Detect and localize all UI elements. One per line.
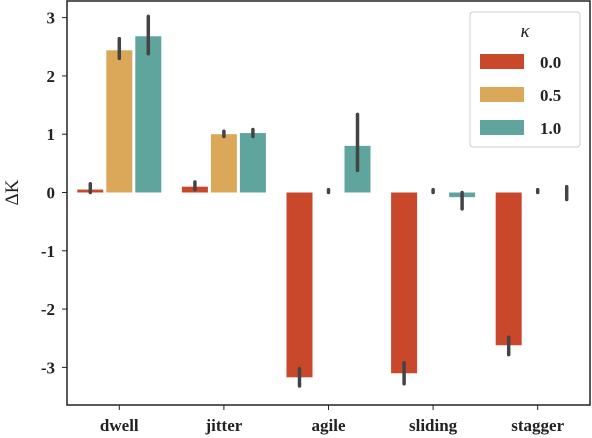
- y-tick-label: 2: [47, 67, 56, 86]
- x-tick-label: jitter: [204, 416, 242, 435]
- bar-dwell-0.5: [106, 50, 133, 193]
- x-tick-label: agile: [312, 416, 346, 435]
- y-tick-label: 1: [47, 125, 56, 144]
- bar-jitter-1.0: [239, 133, 266, 193]
- x-tick-label: sliding: [409, 416, 458, 435]
- legend-title: κ: [520, 21, 530, 42]
- legend-label-0.5: 0.5: [540, 86, 561, 105]
- bar-dwell-1.0: [135, 36, 162, 193]
- x-tick-label: dwell: [100, 416, 139, 435]
- y-axis: 3 2 1 0 -1 -2 -3: [41, 9, 67, 377]
- y-tick-label: 3: [47, 9, 56, 28]
- legend: κ 0.0 0.5 1.0: [469, 11, 581, 148]
- legend-label-1.0: 1.0: [540, 119, 561, 138]
- legend-swatch-1.0: [480, 120, 524, 135]
- y-tick-label: -2: [41, 300, 55, 319]
- bar-sliding-0.0: [391, 192, 418, 374]
- bar-agile-0.0: [286, 192, 313, 378]
- y-tick-label: -3: [41, 358, 55, 377]
- y-tick-label: 0: [47, 184, 56, 203]
- legend-swatch-0.5: [480, 87, 524, 102]
- x-axis: dwell jitter agile sliding stagger: [100, 405, 565, 435]
- bar-jitter-0.5: [210, 134, 237, 193]
- bar-stagger-0.0: [495, 192, 522, 346]
- y-axis-title: ΔK: [2, 179, 23, 205]
- legend-box: [469, 11, 581, 148]
- y-tick-label: -1: [41, 242, 55, 261]
- bars-layer: [77, 14, 569, 388]
- legend-label-0.0: 0.0: [540, 53, 561, 72]
- legend-swatch-0.0: [480, 54, 524, 69]
- x-tick-label: stagger: [511, 416, 564, 435]
